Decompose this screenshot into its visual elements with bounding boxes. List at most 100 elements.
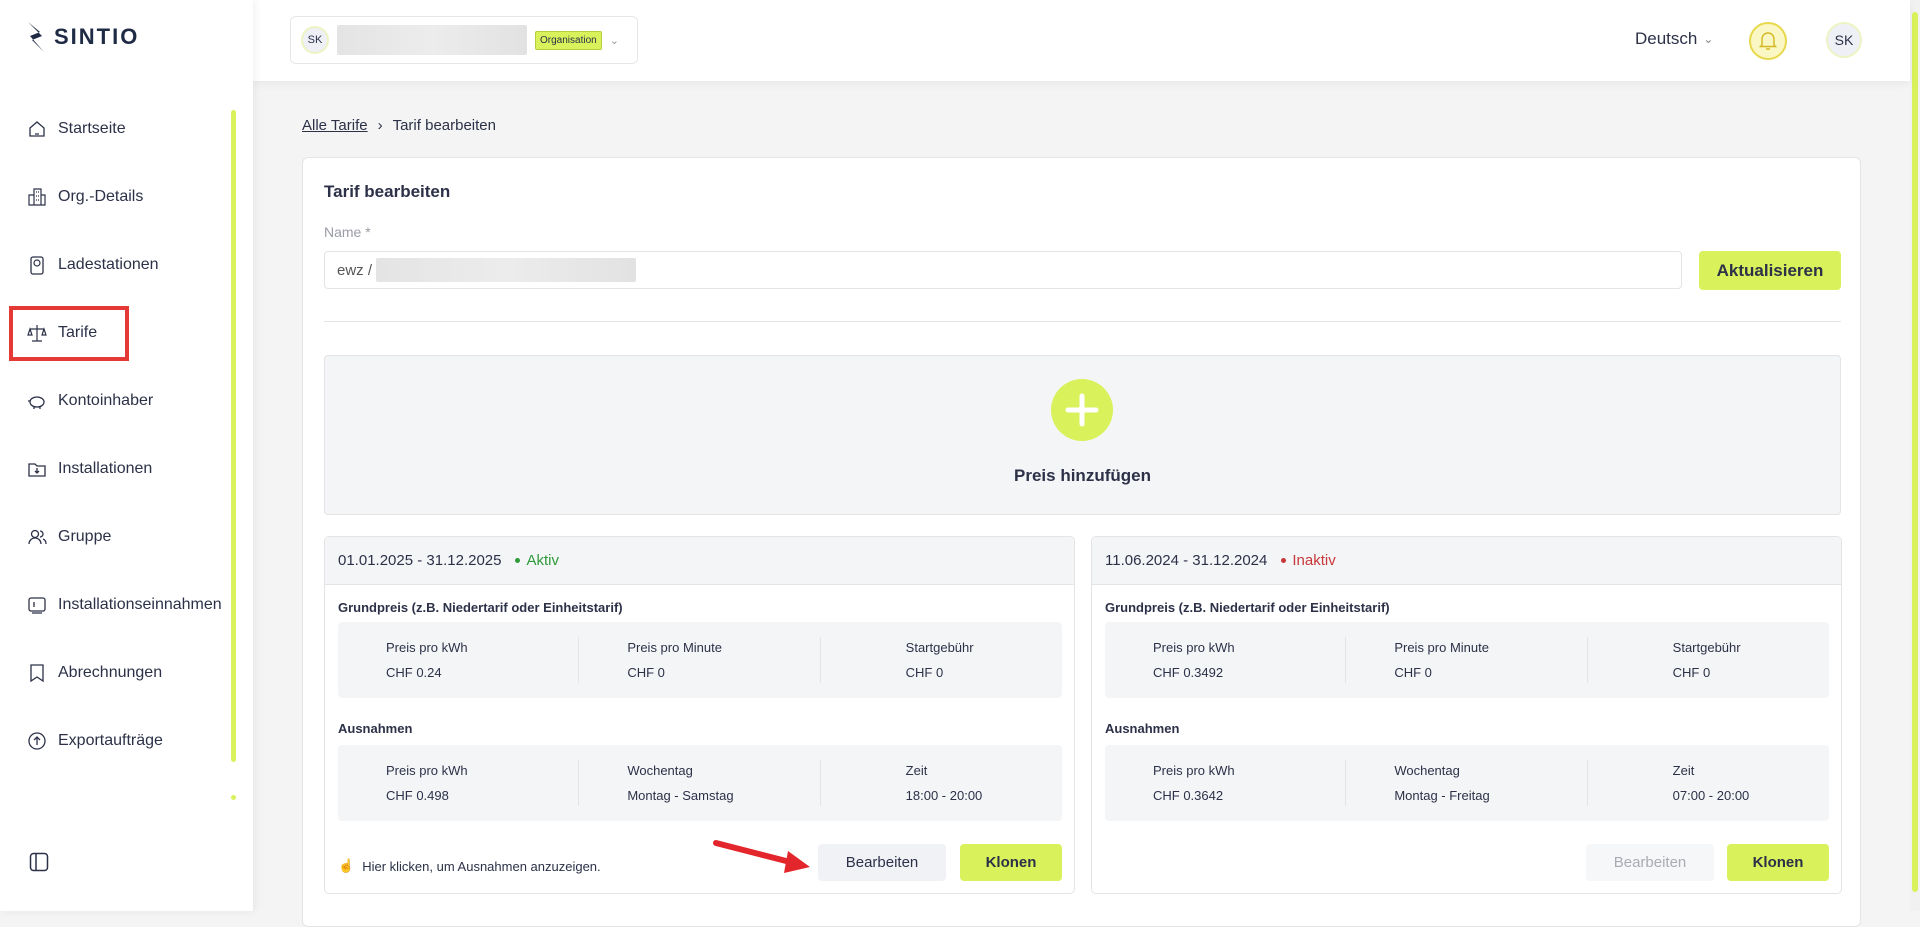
highlight-box	[9, 306, 129, 361]
export-icon	[28, 732, 46, 750]
base-price-box: Preis pro kWh CHF 0.3492 Preis pro Minute C…	[1105, 622, 1829, 698]
notifications-button[interactable]	[1749, 22, 1787, 60]
sidebar-item-startseite[interactable]: Startseite	[26, 118, 126, 140]
period: 01.01.2025 - 31.12.2025	[338, 552, 502, 569]
sidebar-item-label: Gruppe	[58, 528, 112, 545]
building-icon	[28, 188, 46, 206]
sidebar: SINTIO Startseite Org.-Details Ladestation…	[0, 0, 253, 911]
sidebar-item-exportaufträge[interactable]: Exportaufträge	[26, 730, 163, 752]
cell-label: Zeit	[905, 763, 928, 778]
price-cell: Zeit 07:00 - 20:00	[1588, 760, 1829, 806]
cell-value: CHF 0	[627, 665, 665, 680]
sidebar-item-label: Installationen	[58, 460, 153, 477]
sidebar-item-kontoinhaber[interactable]: Kontoinhaber	[26, 390, 153, 412]
name-input[interactable]: ewz /	[324, 251, 1682, 289]
sidebar-item-label: Ladestationen	[58, 256, 159, 273]
name-redacted	[376, 258, 637, 282]
edit-button[interactable]: Bearbeiten	[818, 844, 946, 881]
clone-button[interactable]: Klonen	[1727, 844, 1829, 881]
sidebar-item-tarife[interactable]: Tarife	[26, 322, 97, 344]
edit-button[interactable]: Bearbeiten	[1586, 844, 1714, 881]
price-cell: Preis pro kWh CHF 0.3492	[1105, 637, 1347, 683]
sidebar-item-gruppe[interactable]: Gruppe	[26, 526, 111, 548]
price-cell: Preis pro kWh CHF 0.24	[338, 637, 580, 683]
price-cell: Preis pro kWh CHF 0.3642	[1105, 760, 1347, 806]
page-title: Tarif bearbeiten	[324, 182, 451, 201]
status-badge: Inaktiv	[1281, 552, 1335, 569]
logo[interactable]: SINTIO	[26, 22, 139, 52]
breadcrumb-current: Tarif bearbeiten	[392, 117, 496, 134]
chevron-down-icon: ⌄	[1703, 32, 1714, 46]
cell-value: Montag - Samstag	[627, 788, 734, 803]
cell-value: CHF 0.24	[386, 665, 442, 680]
base-price-box: Preis pro kWh CHF 0.24 Preis pro Minute CHF…	[338, 622, 1062, 698]
top-header: SK Organisation ⌄ Deutsch ⌄ SK	[253, 0, 1910, 81]
clone-button[interactable]: Klonen	[960, 844, 1062, 881]
cell-label: Preis pro Minute	[627, 640, 722, 655]
page-scrollbar[interactable]	[1910, 0, 1920, 911]
period: 11.06.2024 - 31.12.2024	[1105, 552, 1268, 569]
add-price-button[interactable]: Preis hinzufügen	[324, 355, 1841, 515]
charger-icon	[30, 256, 44, 275]
users-icon	[28, 529, 47, 545]
cell-value: Montag - Freitag	[1394, 788, 1490, 803]
show-exceptions-link[interactable]: ☝ Hier klicken, um Ausnahmen anzuzeigen.	[338, 858, 601, 874]
organisation-selector[interactable]: SK Organisation ⌄	[290, 16, 638, 64]
base-price-title: Grundpreis (z.B. Niedertarif oder Einhei…	[1105, 600, 1390, 615]
price-cell: Startgebühr CHF 0	[1588, 637, 1829, 683]
sidebar-item-installationen[interactable]: Installationen	[26, 458, 152, 480]
income-icon	[28, 597, 46, 614]
sidebar-scrollbar[interactable]	[231, 110, 236, 762]
price-cell: Wochentag Montag - Freitag	[1346, 760, 1588, 806]
breadcrumb-link-all-tariffs[interactable]: Alle Tarife	[302, 117, 368, 134]
book-icon	[30, 664, 44, 683]
sidebar-item-installationseinnahmen[interactable]: Installationseinnahmen	[26, 594, 222, 616]
sidebar-item-label: Org.-Details	[58, 188, 144, 205]
sidebar-scroll-indicator	[231, 795, 236, 800]
exceptions-box: Preis pro kWh CHF 0.3642 Wochentag Montag -…	[1105, 745, 1829, 821]
language-label: Deutsch	[1635, 29, 1698, 48]
sidebar-item-ladestationen[interactable]: Ladestationen	[26, 254, 159, 276]
price-card: 11.06.2024 - 31.12.2024 Inaktiv Grundprei…	[1091, 536, 1842, 894]
sidebar-item-label: Installationseinnahmen	[58, 596, 222, 613]
user-avatar[interactable]: SK	[1826, 22, 1862, 58]
cell-value: 07:00 - 20:00	[1672, 788, 1750, 803]
price-cell: Preis pro Minute CHF 0	[579, 637, 821, 683]
folder-icon	[28, 463, 46, 477]
price-cell: Wochentag Montag - Samstag	[579, 760, 821, 806]
cell-label: Preis pro kWh	[386, 640, 468, 655]
sidebar-item-label: Kontoinhaber	[58, 392, 154, 409]
status-badge: Aktiv	[515, 552, 559, 569]
cell-label: Wochentag	[1394, 763, 1460, 778]
cell-label: Preis pro kWh	[1153, 763, 1235, 778]
sidebar-item-label: Exportaufträge	[58, 732, 163, 749]
sidebar-item-label: Abrechnungen	[58, 664, 163, 681]
chevron-down-icon: ⌄	[609, 34, 619, 47]
card-header: 11.06.2024 - 31.12.2024 Inaktiv	[1092, 537, 1841, 585]
breadcrumb-separator-icon: ›	[377, 117, 383, 134]
cell-value: CHF 0	[1394, 665, 1432, 680]
red-arrow-annotation	[713, 840, 810, 873]
language-selector[interactable]: Deutsch ⌄	[1635, 29, 1713, 49]
sidebar-item-org-details[interactable]: Org.-Details	[26, 186, 143, 208]
sidebar-item-label: Startseite	[58, 120, 126, 137]
org-badge: Organisation	[535, 30, 602, 50]
hint-text: Hier klicken, um Ausnahmen anzuzeigen.	[362, 858, 601, 874]
cell-label: Startgebühr	[905, 640, 974, 655]
cell-label: Wochentag	[627, 763, 693, 778]
price-cell: Startgebühr CHF 0	[821, 637, 1062, 683]
home-icon	[29, 121, 45, 137]
sidebar-item-abrechnungen[interactable]: Abrechnungen	[26, 662, 162, 684]
org-avatar: SK	[301, 26, 329, 54]
cell-value: CHF 0.3642	[1153, 788, 1224, 803]
price-cell: Preis pro kWh CHF 0.498	[338, 760, 580, 806]
cell-label: Preis pro Minute	[1394, 640, 1489, 655]
org-name-redacted	[337, 25, 527, 55]
name-label: Name *	[324, 224, 371, 240]
exceptions-box: Preis pro kWh CHF 0.498 Wochentag Montag - …	[338, 745, 1062, 821]
bell-icon	[1759, 32, 1777, 50]
card-header: 01.01.2025 - 31.12.2025 Aktiv	[325, 537, 1074, 585]
update-button[interactable]: Aktualisieren	[1699, 251, 1841, 290]
toggle-sidebar-icon[interactable]	[29, 852, 49, 877]
plus-icon	[1051, 379, 1113, 441]
